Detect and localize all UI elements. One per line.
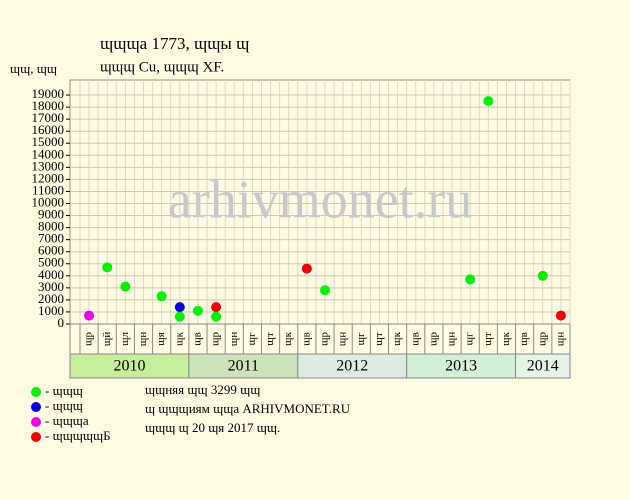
y-tick-label: 3000 (38, 279, 64, 294)
x-tick-label: ɰт (373, 332, 385, 346)
x-tick-label: ɰр (83, 331, 95, 346)
y-tick-label: 8000 (38, 219, 64, 234)
y-tick-label: 2000 (38, 291, 64, 306)
x-tick-label: ɰн (337, 332, 349, 347)
x-tick-label: ɰр (210, 331, 222, 346)
point (102, 262, 113, 273)
x-tick-label: ɰг (355, 332, 367, 346)
x-tick-label: ɰр (427, 331, 439, 346)
point (465, 274, 476, 285)
y-tick-label: 14000 (32, 146, 65, 161)
legend-label: - ɰɰɰ (45, 383, 83, 398)
x-tick-label: ɰт (482, 332, 494, 346)
y-tick-label: 12000 (32, 170, 65, 185)
year-band (515, 353, 571, 379)
x-tick-label: ɰв (300, 332, 312, 346)
point (156, 291, 167, 302)
x-tick-label: ɰк (391, 331, 403, 346)
legend-swatch (31, 432, 41, 442)
y-tick-label: 5000 (38, 255, 64, 270)
note: ɰɰɰ ɰ 20 ɰя 2017 ɰɰ. (145, 420, 280, 435)
y-axis-label: ɰɰ, ɰɰ (10, 61, 57, 76)
year-label: 2014 (527, 358, 559, 375)
y-tick-label: 0 (58, 315, 65, 330)
x-tick-label: ɰв (191, 332, 203, 346)
x-tick-label: ɰк (282, 331, 294, 346)
plot-area (69, 79, 571, 325)
y-tick-label: 9000 (38, 207, 64, 222)
y-tick-label: 16000 (32, 122, 65, 137)
point (174, 302, 185, 313)
y-tick-label: 19000 (32, 86, 65, 101)
chart-title: ɰɰɰа 1773, ɰɰы ɰ (100, 34, 249, 53)
year-label: 2013 (445, 358, 477, 375)
y-tick-label: 7000 (38, 231, 64, 246)
legend-swatch (31, 402, 41, 412)
x-tick-label: ɰн (228, 332, 240, 347)
x-tick-label: ɰн (554, 332, 566, 347)
x-tick-label: ɰн (446, 332, 458, 347)
category-area (69, 323, 571, 355)
year-label: 2012 (336, 358, 368, 375)
y-tick-label: 6000 (38, 243, 64, 258)
y-tick-label: 13000 (32, 158, 65, 173)
point (192, 305, 203, 316)
note: ɰɰняя ɰɰ 3299 ɰɰ (145, 382, 260, 397)
legend-label: - ɰɰɰа (45, 413, 89, 428)
x-tick-label: ɰк (500, 331, 512, 346)
point (174, 311, 185, 322)
x-tick-label: ɰв (409, 332, 421, 346)
point (483, 96, 494, 107)
y-tick-label: 10000 (32, 194, 65, 209)
y-tick-label: 18000 (32, 98, 65, 113)
x-tick-label: ɰт (264, 332, 276, 346)
point (537, 270, 548, 281)
x-tick-label: ɰй (101, 332, 113, 347)
y-tick-label: 11000 (32, 182, 64, 197)
year-band (188, 353, 299, 379)
y-tick-label: 4000 (38, 267, 64, 282)
x-tick-label: ɰв (518, 332, 530, 346)
year-label: 2011 (228, 358, 259, 375)
year-band (69, 353, 190, 379)
legend-swatch (31, 417, 41, 427)
legend-label: - ɰɰɰ (45, 398, 83, 413)
watermark: arhivmonet.ru (168, 169, 472, 229)
x-tick-label: ɰр (536, 331, 548, 346)
y-tick-label: 1000 (38, 303, 64, 318)
point (211, 311, 222, 322)
legend-label: - ɰɰɰɰɰБ (45, 428, 111, 443)
x-tick-label: ɰя (155, 332, 167, 346)
point (211, 302, 222, 313)
legend-swatch (31, 387, 41, 397)
y-tick-label: 15000 (32, 134, 65, 149)
x-tick-label: ɰн (137, 332, 149, 347)
point (84, 310, 95, 321)
y-tick-label: 17000 (32, 110, 65, 125)
year-band (297, 353, 408, 379)
point (120, 281, 131, 292)
x-tick-label: ɰр (319, 331, 331, 346)
x-tick-label: ɰл (119, 331, 131, 346)
point (301, 263, 312, 274)
note: ɰ ɰɰɰиям ɰɰа ARHIVMONET.RU (145, 401, 351, 416)
point (320, 285, 330, 296)
year-label: 2010 (113, 358, 145, 375)
point (555, 310, 566, 321)
x-tick-label: ɰг (246, 332, 258, 346)
chart-subtitle: ɰɰɰ Cu, ɰɰɰ XF. (100, 59, 224, 75)
x-tick-label: ɰк (173, 331, 185, 346)
x-tick-label: ɰг (464, 332, 476, 346)
